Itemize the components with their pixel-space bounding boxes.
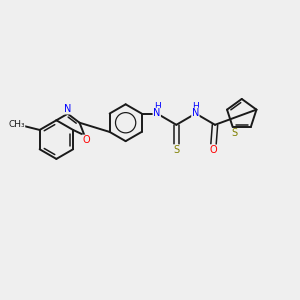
Text: CH₃: CH₃	[8, 120, 25, 129]
Text: H: H	[193, 103, 200, 112]
Text: H: H	[154, 103, 161, 112]
Text: S: S	[231, 128, 237, 139]
Text: O: O	[82, 135, 90, 145]
Text: N: N	[64, 104, 72, 114]
Text: O: O	[210, 145, 217, 155]
Text: S: S	[173, 145, 179, 155]
Text: N: N	[192, 108, 199, 118]
Text: N: N	[153, 108, 160, 118]
